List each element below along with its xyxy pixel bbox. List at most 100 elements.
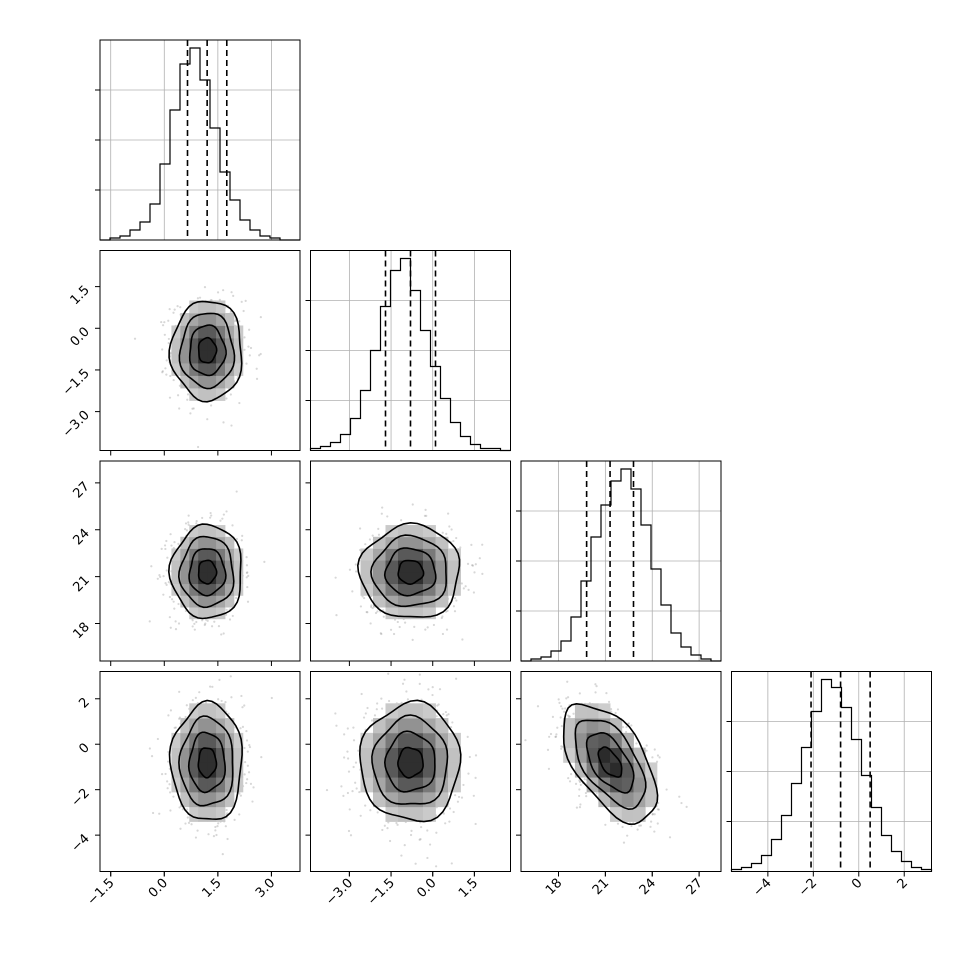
- density-cell: [216, 703, 226, 719]
- sample-point: [220, 633, 223, 636]
- density-cell: [410, 762, 424, 778]
- density-cell: [171, 762, 181, 778]
- sample-point: [240, 694, 243, 698]
- sample-point: [191, 407, 194, 410]
- sample-point: [263, 560, 266, 563]
- sample-point: [380, 697, 383, 700]
- sample-point: [424, 508, 427, 511]
- density-cell: [216, 560, 226, 573]
- sample-point: [251, 800, 254, 803]
- sample-point: [229, 393, 232, 396]
- sample-point: [594, 691, 597, 694]
- density-cell: [448, 732, 461, 749]
- sample-point: [371, 606, 374, 610]
- sample-point: [222, 513, 225, 516]
- panel-content: [148, 490, 266, 636]
- density-cell: [225, 571, 235, 585]
- density-cell: [598, 732, 611, 749]
- sample-point: [170, 544, 173, 547]
- density-cell: [189, 583, 199, 596]
- density-cell: [398, 595, 411, 608]
- sample-point: [456, 800, 460, 803]
- sample-point: [389, 628, 393, 631]
- sample-point: [186, 808, 189, 811]
- sample-point: [363, 596, 366, 600]
- sample-point: [348, 568, 352, 571]
- density-cell: [233, 350, 244, 364]
- sample-point: [241, 706, 244, 709]
- sample-point: [555, 733, 558, 736]
- sample-point: [163, 544, 167, 547]
- contour-line: [397, 559, 425, 586]
- density-cell: [574, 718, 588, 734]
- sample-point: [209, 511, 212, 515]
- sample-point: [167, 581, 170, 584]
- sample-point: [174, 628, 178, 631]
- density-cell: [198, 703, 208, 719]
- y-tick-label: −1.5: [60, 366, 93, 399]
- sample-point: [245, 362, 248, 365]
- sample-point: [247, 345, 250, 348]
- sample-point: [222, 289, 225, 292]
- sample-point: [451, 721, 454, 724]
- sample-point: [245, 564, 249, 567]
- sample-point: [453, 597, 457, 600]
- sample-point: [657, 808, 660, 811]
- density-cell: [180, 338, 190, 351]
- sample-point: [349, 834, 353, 837]
- panel-frame: [99, 39, 301, 241]
- sample-point: [481, 543, 484, 546]
- sample-point: [184, 822, 187, 825]
- density-cell: [216, 791, 226, 808]
- density-cell: [410, 791, 424, 808]
- sample-point: [158, 812, 161, 815]
- sample-point: [179, 827, 182, 830]
- sample-point: [668, 836, 672, 839]
- sample-point: [572, 712, 575, 715]
- density-cell: [574, 732, 588, 749]
- sample-point: [161, 324, 165, 327]
- sample-point: [437, 703, 440, 706]
- density-cell: [225, 350, 235, 364]
- sample-point: [448, 820, 451, 823]
- density-cell: [398, 762, 411, 778]
- density-cell: [207, 525, 217, 538]
- sample-point: [247, 574, 250, 577]
- density-cell: [373, 595, 386, 608]
- sample-point: [396, 823, 399, 826]
- sample-point: [578, 692, 581, 695]
- sample-point: [444, 710, 448, 714]
- sample-point: [645, 744, 648, 747]
- sample-point: [575, 806, 579, 809]
- scatter-panel-3-1: [305, 671, 511, 877]
- sample-point: [567, 714, 570, 717]
- sample-point: [431, 693, 434, 697]
- density-cell: [198, 571, 208, 585]
- density-cell: [360, 571, 374, 585]
- contour-line: [356, 521, 461, 618]
- sample-point: [225, 808, 228, 812]
- y-tick-label: −3.0: [60, 408, 93, 441]
- density-cell: [198, 375, 208, 389]
- sample-point: [360, 692, 363, 696]
- sample-point: [238, 813, 241, 816]
- sample-point: [166, 787, 169, 790]
- sample-point: [368, 538, 372, 541]
- sample-point: [438, 688, 442, 691]
- density-cell: [198, 350, 208, 364]
- sample-point: [245, 576, 248, 579]
- sample-point: [638, 824, 641, 827]
- sample-point: [375, 708, 378, 711]
- sample-point: [156, 577, 159, 580]
- sample-point: [334, 576, 337, 579]
- density-cell: [225, 777, 235, 793]
- sample-point: [335, 614, 338, 617]
- sample-point: [380, 632, 383, 636]
- sample-point: [194, 696, 197, 699]
- density-cell: [171, 747, 181, 763]
- density-cell: [586, 718, 599, 734]
- scatter-panel-2-0: [95, 460, 301, 666]
- sample-point: [258, 354, 261, 357]
- contour-line: [383, 730, 436, 793]
- sample-point: [584, 791, 587, 795]
